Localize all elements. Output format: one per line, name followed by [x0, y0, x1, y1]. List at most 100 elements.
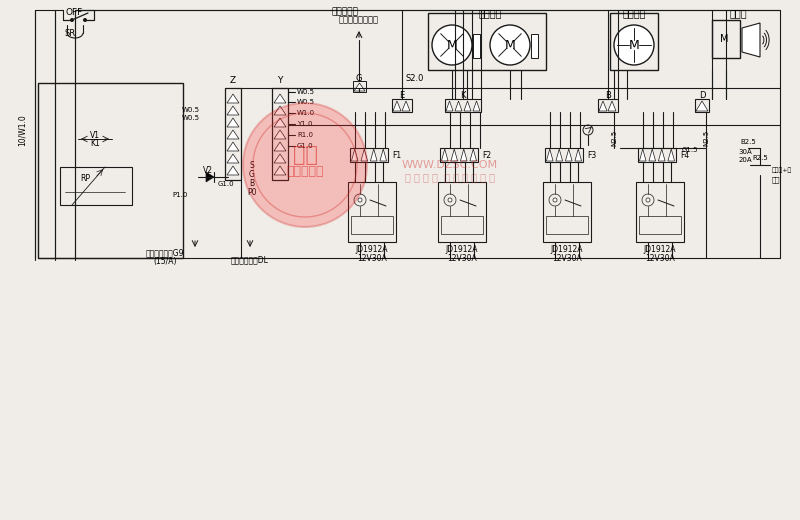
Text: (15/A): (15/A): [154, 256, 177, 266]
Bar: [639, 216, 681, 234]
Text: JD1912A: JD1912A: [446, 244, 478, 254]
Bar: [348, 182, 396, 242]
Text: 12V30A: 12V30A: [645, 254, 675, 263]
Polygon shape: [442, 149, 448, 161]
Bar: [351, 216, 393, 234]
Text: 接电瓶+极: 接电瓶+极: [772, 167, 792, 173]
Text: 冷凝风机: 冷凝风机: [622, 8, 646, 18]
Text: JD1912A: JD1912A: [550, 244, 583, 254]
Polygon shape: [470, 149, 477, 161]
Text: 接地: 接地: [772, 177, 781, 184]
Polygon shape: [274, 154, 286, 163]
Circle shape: [614, 25, 654, 65]
Circle shape: [358, 198, 362, 202]
Polygon shape: [451, 149, 458, 161]
Text: Y: Y: [278, 75, 282, 85]
Bar: [392, 99, 412, 112]
Bar: [440, 148, 478, 162]
Text: R2.5: R2.5: [752, 155, 768, 161]
Bar: [546, 216, 588, 234]
Polygon shape: [361, 149, 367, 161]
Polygon shape: [370, 149, 377, 161]
Polygon shape: [649, 149, 655, 161]
Circle shape: [70, 19, 74, 21]
Text: 12V30A: 12V30A: [357, 254, 387, 263]
Text: G1.0: G1.0: [218, 181, 234, 187]
Text: R1.0: R1.0: [297, 132, 313, 138]
Text: M: M: [720, 34, 728, 44]
Text: Z: Z: [230, 75, 236, 85]
Text: 至水箱电磁离合器: 至水箱电磁离合器: [339, 16, 379, 24]
Text: 至中央控制盒DL: 至中央控制盒DL: [231, 255, 269, 265]
Bar: [441, 216, 483, 234]
Bar: [350, 148, 388, 162]
Polygon shape: [274, 166, 286, 175]
Text: 12V30A: 12V30A: [552, 254, 582, 263]
Bar: [225, 88, 241, 180]
Polygon shape: [274, 94, 286, 103]
Text: P0: P0: [247, 188, 257, 197]
Polygon shape: [464, 101, 471, 111]
Polygon shape: [227, 106, 239, 115]
Polygon shape: [668, 149, 674, 161]
Polygon shape: [446, 101, 453, 111]
Bar: [473, 34, 480, 58]
Text: F4: F4: [680, 150, 690, 160]
Text: 全 球 最 大  电 子 采 购 网 站: 全 球 最 大 电 子 采 购 网 站: [405, 172, 495, 182]
Bar: [545, 148, 583, 162]
Text: S: S: [250, 161, 254, 170]
Text: W0.5: W0.5: [182, 115, 200, 121]
Text: 维库: 维库: [293, 145, 318, 165]
Polygon shape: [461, 149, 467, 161]
Bar: [531, 34, 538, 58]
Text: V2: V2: [203, 165, 213, 175]
Polygon shape: [575, 149, 582, 161]
Text: 压缩机: 压缩机: [729, 8, 747, 18]
Polygon shape: [546, 149, 553, 161]
Text: 20A: 20A: [738, 157, 752, 163]
Text: W1.0: W1.0: [297, 110, 315, 116]
Polygon shape: [393, 101, 401, 111]
Text: N2.5: N2.5: [611, 130, 617, 146]
Text: G: G: [356, 73, 362, 83]
Polygon shape: [608, 101, 616, 111]
Polygon shape: [227, 94, 239, 103]
Circle shape: [553, 198, 557, 202]
Text: 12V30A: 12V30A: [447, 254, 477, 263]
Polygon shape: [274, 142, 286, 151]
Text: B: B: [605, 90, 611, 99]
Text: G: G: [249, 170, 255, 178]
Bar: [438, 182, 486, 242]
Polygon shape: [380, 149, 386, 161]
Text: B2.5: B2.5: [740, 139, 756, 145]
Text: JD1912A: JD1912A: [644, 244, 676, 254]
Text: N2.5: N2.5: [703, 130, 709, 146]
Polygon shape: [227, 130, 239, 139]
Bar: [712, 20, 740, 58]
Text: G1.0: G1.0: [297, 143, 314, 149]
Text: M: M: [629, 38, 639, 51]
Circle shape: [646, 198, 650, 202]
Polygon shape: [658, 149, 665, 161]
Text: F3: F3: [587, 150, 596, 160]
Bar: [636, 182, 684, 242]
Text: 30A: 30A: [738, 149, 752, 155]
Text: W0.5: W0.5: [297, 89, 315, 95]
Text: F1: F1: [392, 150, 401, 160]
Circle shape: [490, 25, 530, 65]
Text: RP: RP: [80, 174, 90, 183]
Bar: [272, 88, 288, 180]
Text: JD1912A: JD1912A: [356, 244, 388, 254]
Polygon shape: [274, 130, 286, 139]
Polygon shape: [227, 166, 239, 175]
Bar: [353, 81, 366, 92]
Polygon shape: [227, 154, 239, 163]
Polygon shape: [351, 149, 358, 161]
Polygon shape: [455, 101, 462, 111]
Text: M: M: [446, 38, 458, 51]
Text: SR: SR: [64, 29, 75, 37]
Text: 电子市场网: 电子市场网: [286, 164, 324, 177]
Polygon shape: [274, 106, 286, 115]
Text: W0.5: W0.5: [182, 107, 200, 113]
Polygon shape: [742, 23, 760, 57]
